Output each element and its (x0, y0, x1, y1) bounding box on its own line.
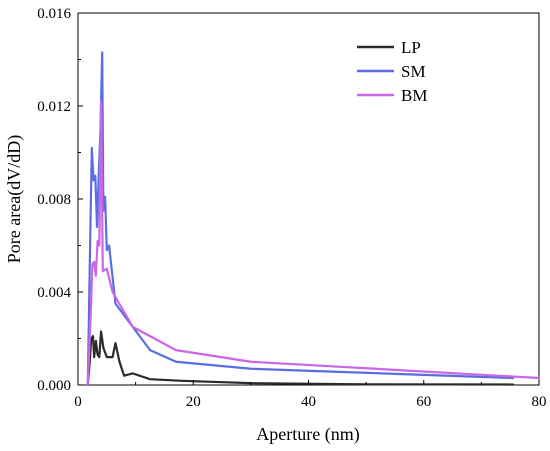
series-line-lp (86, 330, 515, 387)
y-tick-label: 0.008 (37, 192, 71, 208)
legend-label-lp: LP (401, 38, 421, 57)
plot-area-border (77, 12, 540, 386)
y-axis-title: Pore area(dV/dD) (4, 135, 25, 263)
y-tick-label: 0.016 (37, 6, 71, 22)
x-tick-label: 40 (301, 394, 316, 410)
legend-label-bm: BM (401, 86, 427, 105)
legend: LP SM BM (357, 38, 427, 105)
x-axis-ticks: 0 20 40 60 80 (74, 380, 547, 410)
x-tick-label: 80 (532, 394, 547, 410)
x-tick-label: 0 (74, 394, 82, 410)
plot-frame (77, 12, 540, 386)
x-tick-label: 60 (416, 394, 431, 410)
series-line-bm (86, 100, 541, 387)
y-axis-ticks: 0.000 0.004 0.008 0.012 0.016 (37, 6, 83, 394)
series-line-sm (86, 51, 515, 387)
y-tick-label: 0.000 (37, 378, 71, 394)
legend-label-sm: SM (401, 62, 426, 81)
x-tick-label: 20 (186, 394, 201, 410)
y-tick-label: 0.012 (37, 99, 71, 115)
x-axis-title: Aperture (nm) (256, 424, 359, 445)
y-tick-label: 0.004 (37, 285, 71, 301)
series-layer (86, 51, 541, 387)
